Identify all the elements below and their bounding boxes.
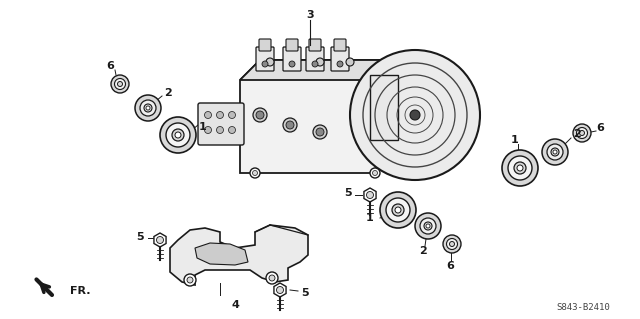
Circle shape (216, 112, 223, 118)
Circle shape (266, 58, 274, 66)
Circle shape (269, 275, 275, 281)
FancyBboxPatch shape (198, 103, 244, 145)
Circle shape (443, 235, 461, 253)
Circle shape (313, 125, 327, 139)
Circle shape (276, 286, 284, 293)
Circle shape (573, 124, 591, 142)
Circle shape (262, 61, 268, 67)
Polygon shape (240, 60, 390, 173)
Circle shape (553, 150, 557, 154)
Circle shape (256, 111, 264, 119)
Circle shape (228, 112, 236, 118)
Circle shape (205, 127, 211, 133)
Text: 1: 1 (511, 135, 519, 145)
Circle shape (250, 168, 260, 178)
FancyBboxPatch shape (334, 39, 346, 51)
Polygon shape (195, 243, 248, 265)
Circle shape (380, 192, 416, 228)
FancyBboxPatch shape (306, 47, 324, 71)
Circle shape (283, 118, 297, 132)
Circle shape (542, 139, 568, 165)
Circle shape (205, 112, 211, 118)
Circle shape (370, 168, 380, 178)
Circle shape (426, 224, 430, 228)
Circle shape (316, 128, 324, 136)
Circle shape (514, 162, 526, 174)
Circle shape (146, 106, 150, 110)
Circle shape (289, 61, 295, 67)
Circle shape (135, 95, 161, 121)
Polygon shape (364, 188, 376, 202)
Circle shape (449, 241, 454, 247)
Circle shape (424, 222, 432, 230)
Circle shape (253, 170, 257, 175)
Circle shape (160, 117, 196, 153)
Circle shape (312, 61, 318, 67)
Circle shape (395, 207, 401, 213)
FancyBboxPatch shape (256, 47, 274, 71)
Text: 6: 6 (106, 61, 114, 71)
Text: 1: 1 (366, 213, 374, 223)
Circle shape (415, 213, 441, 239)
Text: 5: 5 (344, 188, 352, 198)
Circle shape (157, 236, 163, 243)
Text: S843-B2410: S843-B2410 (556, 303, 610, 313)
FancyBboxPatch shape (283, 47, 301, 71)
Polygon shape (274, 283, 286, 297)
Polygon shape (170, 225, 308, 285)
Text: 6: 6 (446, 261, 454, 271)
Text: 2: 2 (164, 88, 172, 98)
Circle shape (447, 239, 458, 249)
Circle shape (386, 198, 410, 222)
Circle shape (286, 121, 294, 129)
FancyBboxPatch shape (331, 47, 349, 71)
Circle shape (508, 156, 532, 180)
Circle shape (166, 123, 190, 147)
Circle shape (410, 110, 420, 120)
Circle shape (350, 50, 480, 180)
Circle shape (172, 129, 184, 141)
Circle shape (337, 61, 343, 67)
Circle shape (228, 127, 236, 133)
Text: FR.: FR. (70, 286, 90, 296)
Circle shape (216, 127, 223, 133)
Circle shape (144, 104, 152, 112)
Circle shape (372, 170, 378, 175)
Circle shape (140, 100, 156, 116)
Bar (370, 75, 398, 140)
Text: 3: 3 (306, 10, 314, 20)
FancyBboxPatch shape (309, 39, 321, 51)
Circle shape (184, 274, 196, 286)
Text: 2: 2 (573, 129, 581, 139)
Circle shape (115, 78, 125, 90)
Text: 2: 2 (419, 246, 427, 256)
Circle shape (420, 218, 436, 234)
Circle shape (551, 148, 559, 156)
Circle shape (253, 108, 267, 122)
Text: 4: 4 (231, 300, 239, 310)
FancyBboxPatch shape (286, 39, 298, 51)
Polygon shape (240, 60, 390, 80)
Circle shape (175, 132, 181, 138)
FancyBboxPatch shape (259, 39, 271, 51)
Circle shape (392, 204, 404, 216)
Text: 5: 5 (301, 288, 309, 298)
Text: 1: 1 (199, 122, 207, 132)
Circle shape (367, 191, 374, 198)
Circle shape (547, 144, 563, 160)
Circle shape (118, 81, 122, 86)
Circle shape (266, 272, 278, 284)
Circle shape (111, 75, 129, 93)
Polygon shape (154, 233, 166, 247)
Circle shape (346, 58, 354, 66)
Text: 5: 5 (136, 232, 144, 242)
Circle shape (579, 130, 584, 136)
Circle shape (577, 128, 588, 138)
Circle shape (517, 165, 523, 171)
Circle shape (187, 277, 193, 283)
Circle shape (316, 58, 324, 66)
Circle shape (502, 150, 538, 186)
Text: 6: 6 (596, 123, 604, 133)
